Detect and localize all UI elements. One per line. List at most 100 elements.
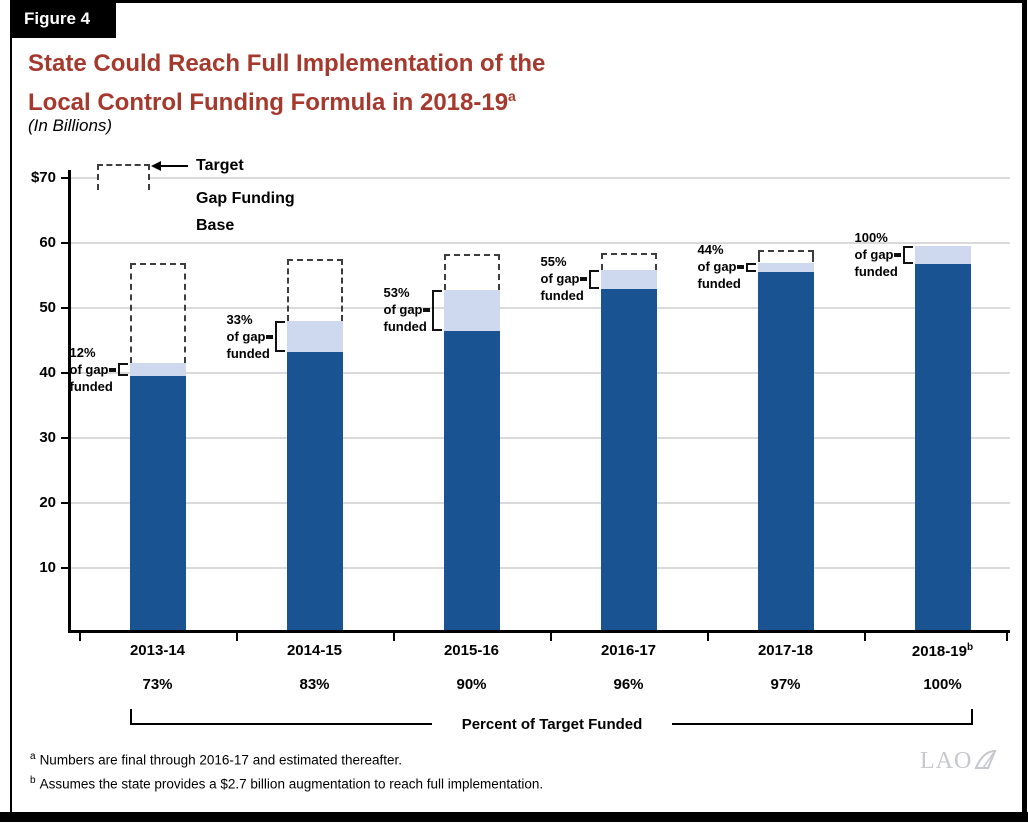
gap-bracket-connector bbox=[893, 253, 901, 258]
y-axis-tick bbox=[61, 372, 68, 374]
gap-bracket-connector bbox=[422, 308, 430, 313]
legend-base-swatch bbox=[97, 211, 150, 233]
target-outline bbox=[286, 258, 343, 321]
chart-title-line1: State Could Reach Full Implementation of… bbox=[28, 50, 546, 77]
year-footnote-marker: b bbox=[966, 642, 974, 653]
x-axis-tick bbox=[236, 633, 238, 641]
figure-label-text: Figure 4 bbox=[24, 9, 91, 28]
gridline bbox=[71, 242, 1010, 244]
bar-gap-funding-segment bbox=[600, 269, 657, 290]
chart-plot-area: $70 60 50 40 30 20 10 12% of gap funded 2013-14 7… bbox=[31, 169, 1010, 693]
y-axis-tick bbox=[61, 567, 68, 569]
gap-bracket bbox=[431, 289, 442, 331]
target-outline bbox=[757, 250, 814, 263]
percent-of-target-value: 83% bbox=[299, 676, 330, 693]
gap-bracket-connector bbox=[736, 265, 744, 270]
bar-base-segment bbox=[757, 272, 814, 633]
target-arrow-icon bbox=[151, 161, 161, 171]
percent-of-target-value: 97% bbox=[770, 676, 801, 693]
frame-border-left bbox=[10, 0, 12, 812]
gap-bracket-connector bbox=[108, 367, 116, 372]
figure-label: Figure 4 bbox=[10, 0, 116, 38]
legend-sample-bar bbox=[97, 164, 150, 233]
x-axis-tick bbox=[707, 633, 709, 641]
lao-logo-text: LAO bbox=[920, 748, 973, 774]
x-axis-line bbox=[68, 630, 1010, 633]
gap-bracket bbox=[588, 269, 599, 290]
y-axis-label: 20 bbox=[39, 494, 56, 511]
gap-funded-annotation: 44% of gap funded bbox=[697, 242, 741, 292]
gridline bbox=[71, 502, 1010, 504]
x-axis-year-label: 2014-15 bbox=[286, 642, 343, 659]
chart-title: State Could Reach Full Implementation of… bbox=[28, 48, 545, 119]
y-axis-label: 40 bbox=[39, 364, 56, 381]
x-axis-year-label: 2013-14 bbox=[129, 642, 186, 659]
footnote-b: b Assumes the state provides a $2.7 billi… bbox=[30, 775, 543, 792]
target-outline bbox=[600, 252, 657, 270]
y-axis-label: 10 bbox=[39, 559, 56, 576]
x-axis-year-label: 2016-17 bbox=[600, 642, 657, 659]
footnote-b-marker: b bbox=[30, 775, 36, 786]
gap-bracket bbox=[745, 262, 756, 273]
gap-bracket bbox=[902, 246, 913, 264]
frame-border-top bbox=[10, 0, 1027, 3]
bar-base-segment bbox=[914, 263, 971, 633]
y-axis-tick bbox=[61, 307, 68, 309]
x-axis-year-label: 2018-19b bbox=[911, 642, 974, 660]
footnote-b-text: Assumes the state provides a $2.7 billio… bbox=[39, 776, 544, 792]
footnote-a: a Numbers are final through 2016-17 and e… bbox=[30, 751, 402, 768]
y-axis-tick bbox=[61, 242, 68, 244]
x-axis-tick bbox=[550, 633, 552, 641]
gridline bbox=[71, 372, 1010, 374]
gap-funded-annotation: 33% of gap funded bbox=[226, 311, 270, 361]
x-axis-tick bbox=[393, 633, 395, 641]
percent-of-target-value: 100% bbox=[923, 676, 962, 693]
gridline bbox=[71, 177, 1010, 179]
chart-title-line2: Local Control Funding Formula in 2018-19 bbox=[28, 89, 509, 116]
y-axis-label: 30 bbox=[39, 429, 56, 446]
gap-bracket bbox=[274, 321, 285, 353]
gridline bbox=[71, 437, 1010, 439]
y-axis-tick bbox=[61, 177, 68, 179]
bar-base-segment bbox=[443, 330, 500, 633]
gridline bbox=[71, 567, 1010, 569]
gap-funded-annotation: 53% of gap funded bbox=[383, 285, 427, 335]
footnote-a-text: Numbers are final through 2016-17 and es… bbox=[39, 752, 403, 768]
percent-target-bracket-left-tick bbox=[130, 709, 132, 725]
x-axis-year-label: 2015-16 bbox=[443, 642, 500, 659]
bar-gap-funding-segment bbox=[757, 262, 814, 273]
legend-label-gap-funding: Gap Funding bbox=[196, 190, 295, 207]
target-arrow-line bbox=[160, 165, 188, 167]
bar-base-segment bbox=[129, 376, 186, 633]
gap-bracket-connector bbox=[579, 277, 587, 282]
y-axis-tick bbox=[61, 502, 68, 504]
gap-bracket-connector bbox=[265, 334, 273, 339]
y-axis-tick bbox=[61, 437, 68, 439]
y-axis-label: 50 bbox=[39, 299, 56, 316]
chart-subtitle: (In Billions) bbox=[28, 116, 113, 135]
bar-gap-funding-segment bbox=[443, 289, 500, 331]
footnote-a-marker: a bbox=[30, 751, 36, 762]
chart-title-footnote-marker: a bbox=[508, 88, 516, 104]
bar-gap-funding-segment bbox=[286, 321, 343, 353]
lao-logo-quill-icon bbox=[974, 749, 997, 769]
bar-gap-funding-segment bbox=[129, 363, 186, 377]
legend-label-target: Target bbox=[196, 157, 244, 174]
bar-gap-funding-segment bbox=[914, 246, 971, 264]
percent-target-bracket-right-tick bbox=[971, 709, 973, 725]
gap-bracket bbox=[117, 363, 128, 377]
gap-funded-annotation: 100% of gap funded bbox=[854, 230, 898, 280]
target-outline bbox=[443, 254, 500, 290]
percent-target-funded-label: Percent of Target Funded bbox=[432, 714, 672, 735]
y-axis-label: $70 bbox=[30, 169, 56, 186]
legend-gap-funding-swatch bbox=[97, 190, 150, 211]
frame-border-right bbox=[1022, 0, 1027, 812]
gap-funded-annotation: 55% of gap funded bbox=[540, 254, 584, 304]
y-axis-line bbox=[68, 170, 71, 633]
bar-base-segment bbox=[600, 289, 657, 633]
y-axis-label: 60 bbox=[39, 234, 56, 251]
percent-of-target-value: 73% bbox=[142, 676, 173, 693]
bar-base-segment bbox=[286, 352, 343, 633]
x-axis-tick bbox=[1006, 633, 1008, 641]
